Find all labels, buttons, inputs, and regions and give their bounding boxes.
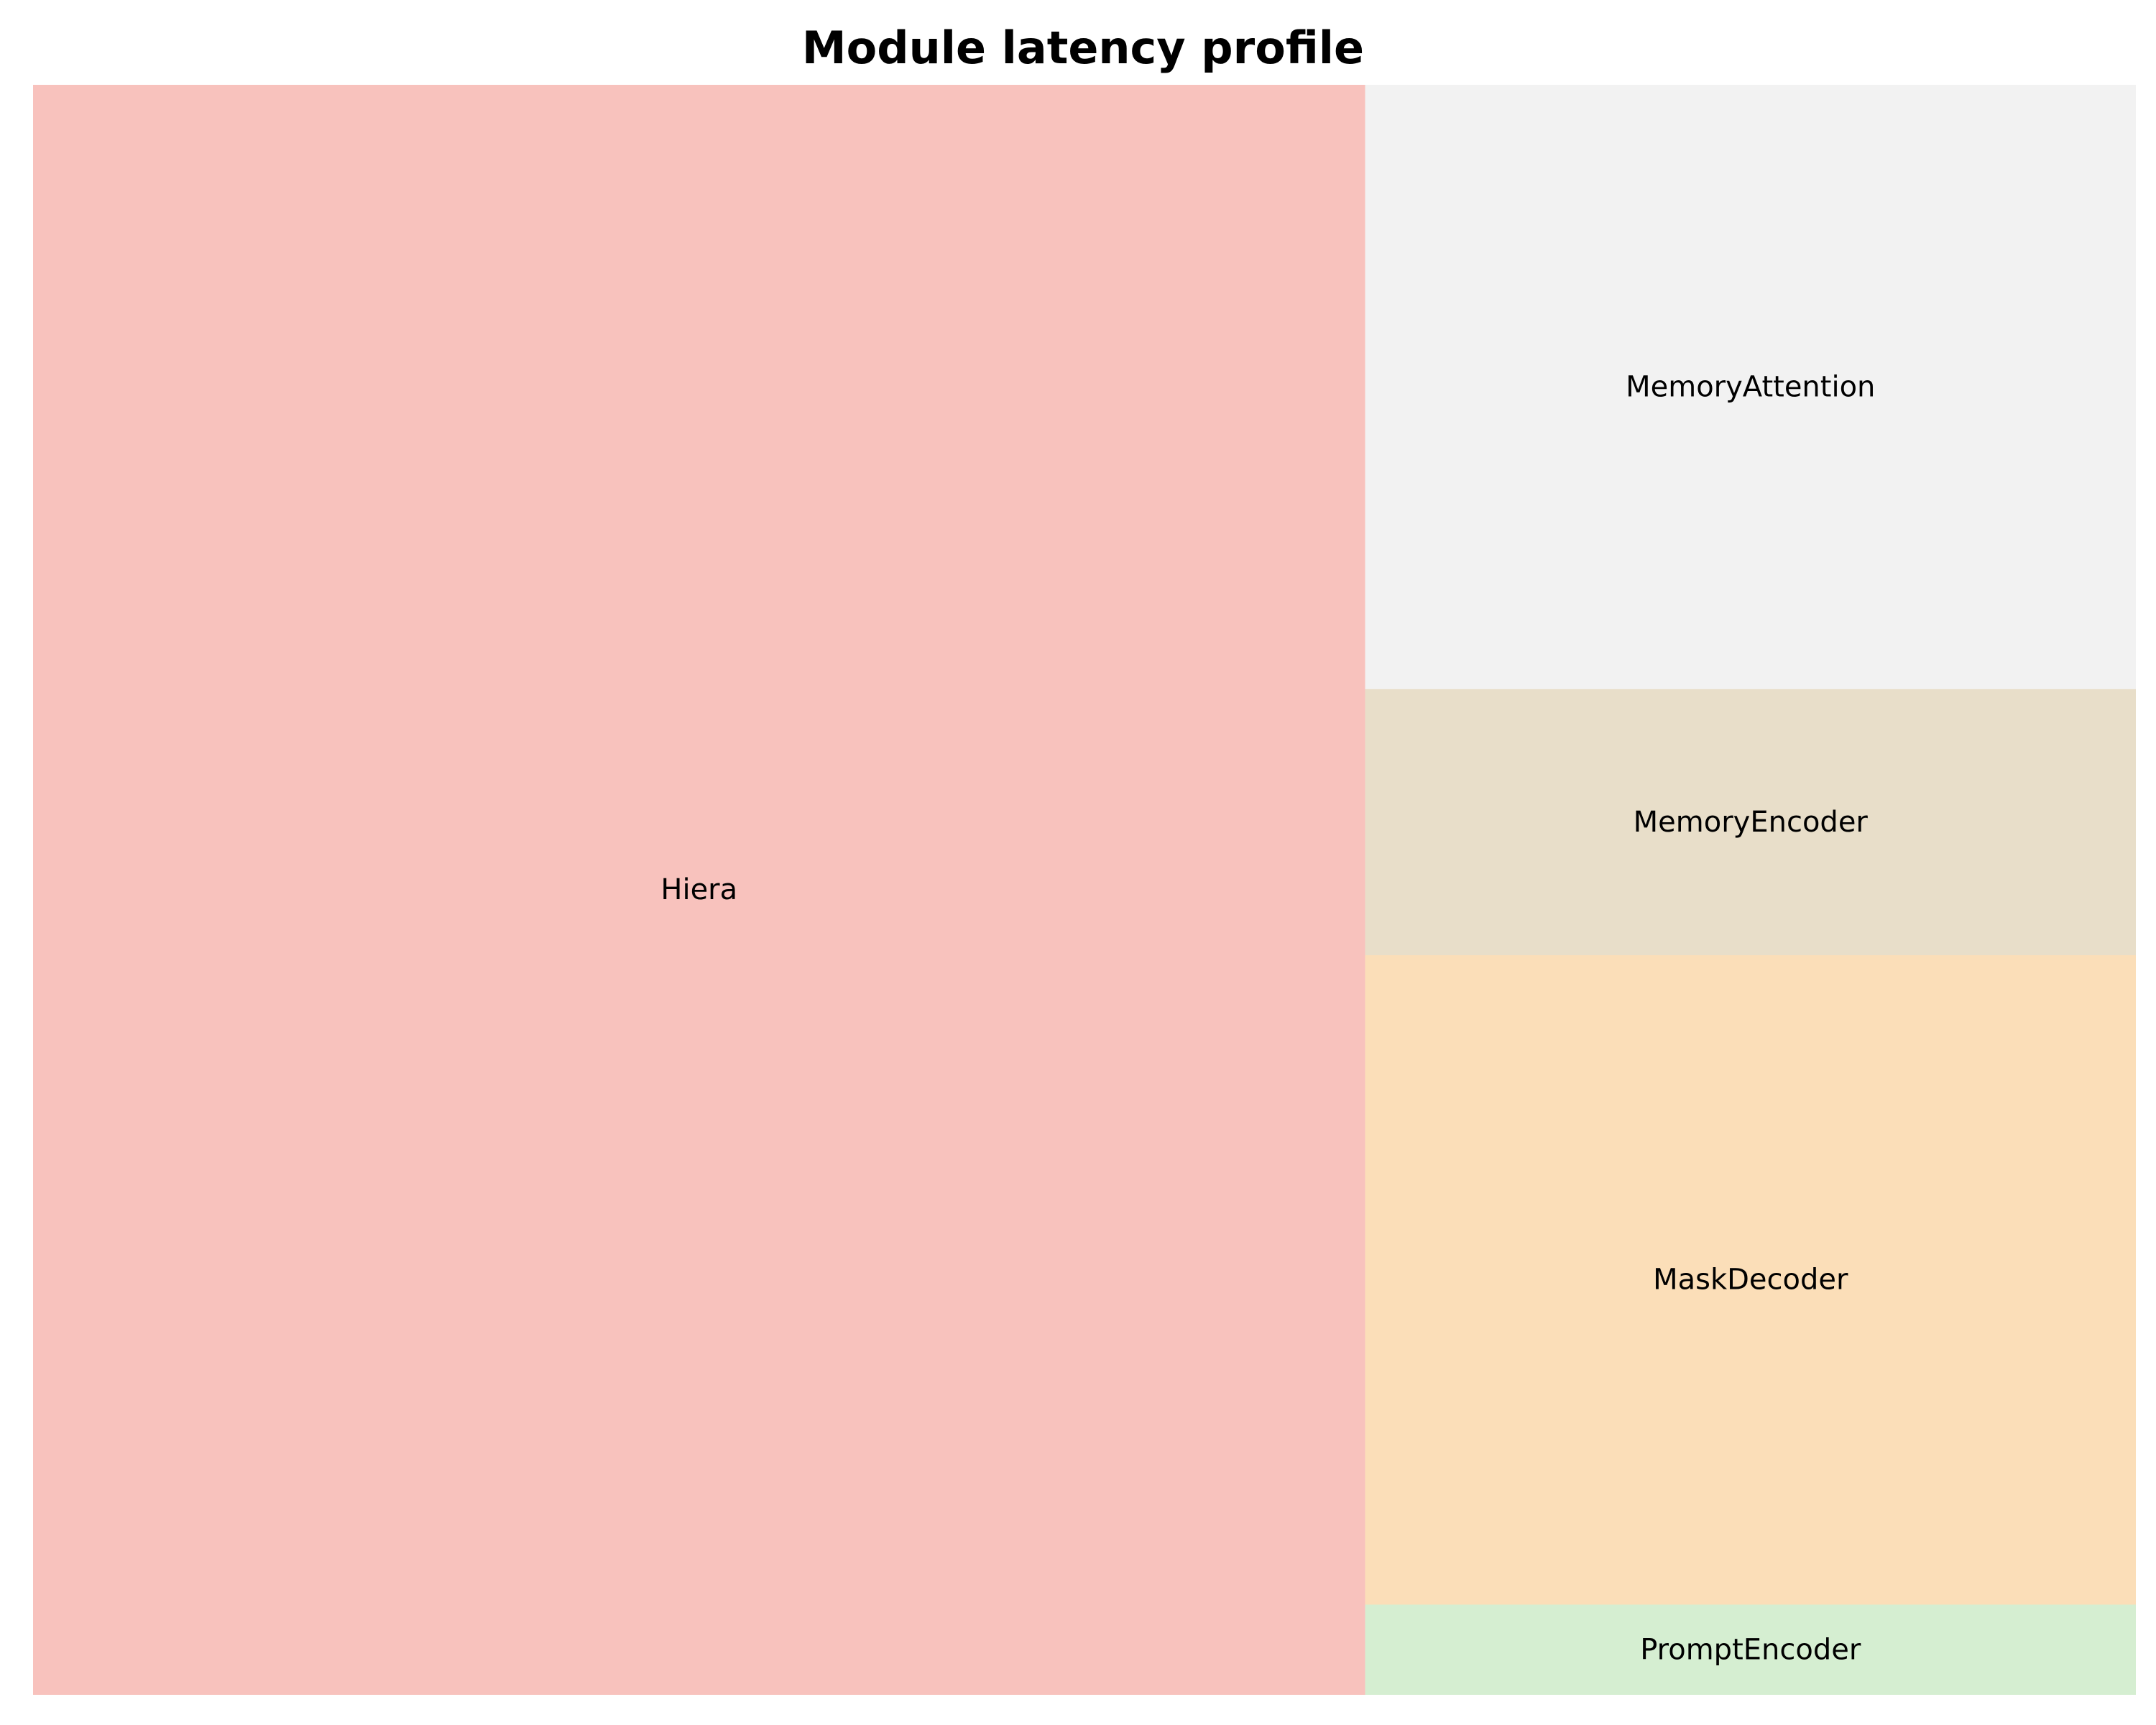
chart-title: Module latency profile xyxy=(802,22,1364,74)
tile-label-memory-attention: MemoryAttention xyxy=(1626,370,1875,403)
treemap-labels: Hiera MemoryAttention MemoryEncoder MaskDec… xyxy=(660,370,1875,1666)
tile-label-prompt-encoder: PromptEncoder xyxy=(1640,1633,1861,1666)
tile-mask-decoder xyxy=(1365,954,2136,1605)
tile-label-mask-decoder: MaskDecoder xyxy=(1653,1264,1848,1297)
tile-label-hiera: Hiera xyxy=(660,873,737,906)
tile-memory-attention xyxy=(1365,85,2136,689)
treemap-tiles xyxy=(33,85,2136,1695)
tile-prompt-encoder xyxy=(1365,1604,2136,1695)
tile-label-memory-encoder: MemoryEncoder xyxy=(1634,806,1869,839)
tile-memory-encoder xyxy=(1365,689,2136,955)
tile-hiera xyxy=(33,85,1365,1695)
